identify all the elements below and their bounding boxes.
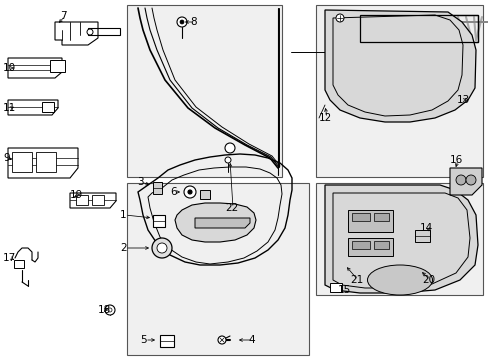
Bar	[127, 5, 282, 177]
Text: 12: 12	[318, 113, 331, 123]
Bar	[76, 195, 88, 205]
Bar	[373, 213, 388, 221]
Bar	[351, 241, 369, 249]
Text: 11: 11	[3, 103, 16, 113]
Circle shape	[183, 186, 196, 198]
Bar	[414, 230, 429, 242]
Circle shape	[87, 29, 93, 35]
Circle shape	[218, 336, 225, 344]
Bar	[373, 241, 388, 249]
Circle shape	[187, 190, 192, 194]
Bar	[315, 5, 482, 177]
Circle shape	[335, 14, 343, 22]
Bar	[153, 182, 162, 194]
Text: 5: 5	[140, 335, 146, 345]
Circle shape	[455, 175, 465, 185]
Polygon shape	[449, 168, 481, 195]
Bar	[14, 260, 24, 268]
Text: 6: 6	[170, 187, 176, 197]
Bar	[160, 335, 174, 347]
Polygon shape	[195, 218, 249, 228]
Text: 4: 4	[247, 335, 254, 345]
Text: 2: 2	[120, 243, 126, 253]
Bar	[347, 210, 392, 232]
Bar	[153, 215, 164, 227]
Bar	[12, 152, 32, 172]
Bar	[50, 60, 65, 72]
Text: 18: 18	[98, 305, 111, 315]
Text: 9: 9	[3, 153, 10, 163]
Bar	[347, 238, 392, 256]
Circle shape	[105, 305, 115, 315]
Text: 8: 8	[190, 17, 196, 27]
Bar	[92, 195, 104, 205]
Circle shape	[157, 243, 167, 253]
Circle shape	[177, 17, 186, 27]
Bar	[329, 283, 341, 292]
Text: 22: 22	[224, 203, 238, 213]
Text: 20: 20	[421, 275, 434, 285]
Text: 15: 15	[337, 285, 350, 295]
Bar	[200, 190, 209, 199]
Bar	[36, 152, 56, 172]
Polygon shape	[175, 203, 256, 242]
Bar	[127, 183, 308, 355]
Text: 10: 10	[3, 63, 16, 73]
Ellipse shape	[367, 265, 431, 295]
Text: 3: 3	[137, 177, 143, 187]
Polygon shape	[325, 185, 477, 293]
Polygon shape	[325, 10, 475, 122]
Text: 17: 17	[3, 253, 16, 263]
Text: 1: 1	[120, 210, 126, 220]
Bar	[42, 102, 54, 112]
Text: 16: 16	[449, 155, 462, 165]
Circle shape	[224, 143, 235, 153]
Text: 14: 14	[419, 223, 432, 233]
Bar	[315, 183, 482, 295]
Circle shape	[465, 175, 475, 185]
Text: 7: 7	[60, 11, 66, 21]
Text: 19: 19	[70, 190, 83, 200]
Text: 13: 13	[456, 95, 469, 105]
Circle shape	[180, 20, 183, 24]
Text: 21: 21	[349, 275, 363, 285]
Circle shape	[152, 238, 172, 258]
Circle shape	[224, 157, 230, 163]
Bar	[351, 213, 369, 221]
